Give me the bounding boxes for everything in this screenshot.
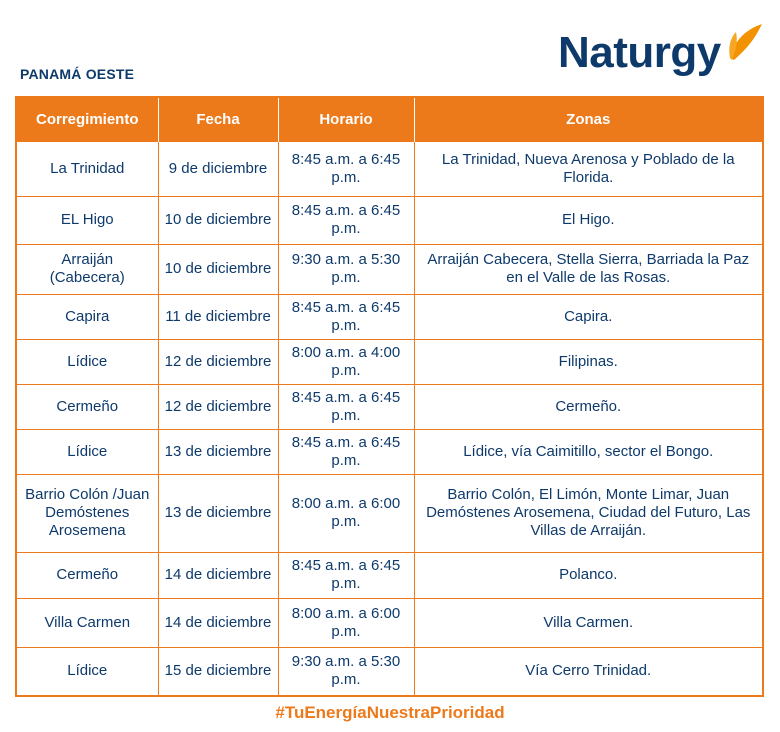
cell-fecha: 13 de diciembre [157,473,279,553]
header-fecha: Fecha [157,97,279,141]
cell-zonas: Capira. [413,293,764,340]
table-row: Lídice 12 de diciembre 8:00 a.m. a 4:00 … [15,338,764,385]
table-header-row: Corregimiento Fecha Horario Zonas [16,97,763,141]
cell-zonas: Cermeño. [413,383,764,430]
table-row: Cermeño 12 de diciembre 8:45 a.m. a 6:45… [15,383,764,430]
cell-corregimiento: EL Higo [15,195,159,245]
cell-fecha: 14 de diciembre [157,551,279,599]
cell-horario: 8:45 a.m. a 6:45 p.m. [277,428,415,475]
cell-corregimiento: Lídice [15,646,159,697]
cell-horario: 8:45 a.m. a 6:45 p.m. [277,195,415,245]
region-title: PANAMÁ OESTE [20,66,135,82]
header-corregimiento: Corregimiento [16,97,159,141]
cell-corregimiento: Arraiján (Cabecera) [15,243,159,295]
cell-fecha: 12 de diciembre [157,383,279,430]
header-horario: Horario [277,97,415,141]
table-row: La Trinidad 9 de diciembre 8:45 a.m. a 6… [15,140,764,197]
cell-corregimiento: Capira [15,293,159,340]
cell-horario: 9:30 a.m. a 5:30 p.m. [277,243,415,295]
cell-fecha: 15 de diciembre [157,646,279,697]
cell-zonas: El Higo. [413,195,764,245]
cell-horario: 8:45 a.m. a 6:45 p.m. [277,551,415,599]
table-row: Cermeño 14 de diciembre 8:45 a.m. a 6:45… [15,551,764,599]
cell-zonas: Vía Cerro Trinidad. [413,646,764,697]
cell-horario: 8:00 a.m. a 6:00 p.m. [277,597,415,648]
naturgy-logo: Naturgy [558,20,768,82]
cell-zonas: Barrio Colón, El Limón, Monte Limar, Jua… [413,473,764,553]
header-zonas: Zonas [413,97,763,141]
cell-corregimiento: Cermeño [15,551,159,599]
cell-corregimiento: Lídice [15,428,159,475]
cell-corregimiento: Lídice [15,338,159,385]
cell-zonas: Arraiján Cabecera, Stella Sierra, Barria… [413,243,764,295]
cell-zonas: Filipinas. [413,338,764,385]
table-row: EL Higo 10 de diciembre 8:45 a.m. a 6:45… [15,195,764,245]
cell-zonas: La Trinidad, Nueva Arenosa y Poblado de … [413,140,764,197]
cell-fecha: 10 de diciembre [157,243,279,295]
cell-fecha: 13 de diciembre [157,428,279,475]
campaign-hashtag: #TuEnergíaNuestraPrioridad [275,703,505,722]
schedule-table: Corregimiento Fecha Horario Zonas La Tri… [15,96,764,697]
cell-zonas: Polanco. [413,551,764,599]
cell-horario: 8:00 a.m. a 6:00 p.m. [277,473,415,553]
cell-horario: 8:45 a.m. a 6:45 p.m. [277,140,415,197]
butterfly-icon [729,24,762,60]
cell-horario: 8:45 a.m. a 6:45 p.m. [277,383,415,430]
cell-corregimiento: Cermeño [15,383,159,430]
table-row: Villa Carmen 14 de diciembre 8:00 a.m. a… [15,597,764,648]
cell-corregimiento: Villa Carmen [15,597,159,648]
table-row: Lídice 15 de diciembre 9:30 a.m. a 5:30 … [15,646,764,697]
cell-horario: 9:30 a.m. a 5:30 p.m. [277,646,415,697]
cell-zonas: Villa Carmen. [413,597,764,648]
cell-fecha: 14 de diciembre [157,597,279,648]
cell-fecha: 12 de diciembre [157,338,279,385]
table-row: Arraiján (Cabecera) 10 de diciembre 9:30… [15,243,764,295]
cell-corregimiento: Barrio Colón /Juan Demóstenes Arosemena [15,473,159,553]
logo-wordmark: Naturgy [558,28,721,77]
cell-corregimiento: La Trinidad [15,140,159,197]
cell-zonas: Lídice, vía Caimitillo, sector el Bongo. [413,428,764,475]
table-row: Lídice 13 de diciembre 8:45 a.m. a 6:45 … [15,428,764,475]
cell-fecha: 10 de diciembre [157,195,279,245]
cell-horario: 8:00 a.m. a 4:00 p.m. [277,338,415,385]
cell-fecha: 9 de diciembre [157,140,279,197]
table-row: Barrio Colón /Juan Demóstenes Arosemena … [15,473,764,553]
table-row: Capira 11 de diciembre 8:45 a.m. a 6:45 … [15,293,764,340]
cell-fecha: 11 de diciembre [157,293,279,340]
cell-horario: 8:45 a.m. a 6:45 p.m. [277,293,415,340]
